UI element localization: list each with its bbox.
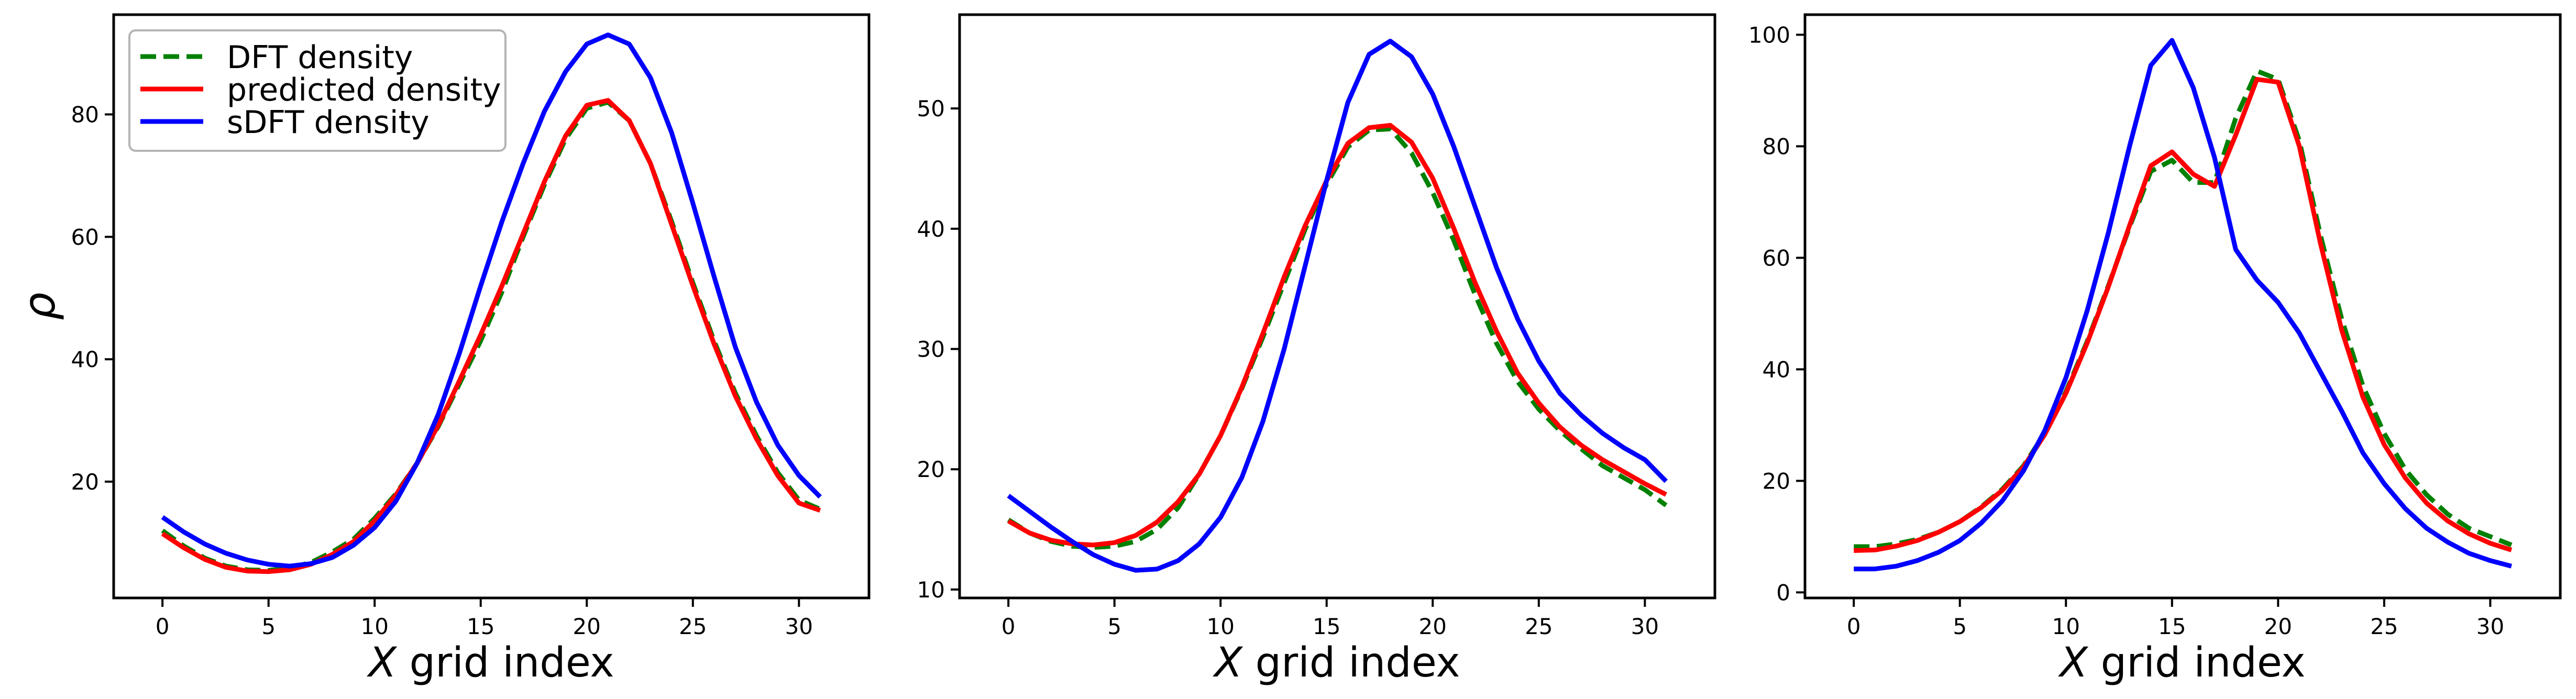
panel-1-xtick-label: 15 — [467, 614, 494, 639]
panel-2-yticks: 10 20 30 40 50 — [917, 96, 960, 603]
panel-2-xlabel-var: X — [1212, 639, 1243, 686]
panel-2-xlabel: X grid index — [1212, 639, 1460, 686]
panel-3-yticks: 0 20 40 60 80 100 — [1748, 22, 1805, 605]
panel-2-ytick-label: 40 — [917, 216, 945, 242]
panel-3-frame — [1803, 13, 2562, 600]
panel-3-ytick-label: 100 — [1748, 22, 1790, 48]
panel-2-xtick-label: 5 — [1107, 614, 1121, 639]
panel-1-xtick-label: 20 — [573, 614, 601, 639]
panel-2-xtick-label: 15 — [1313, 614, 1340, 639]
panel-3-ytick-label: 20 — [1763, 468, 1790, 494]
panel-1-xlabel: X grid index — [366, 639, 614, 686]
panel-3-series-sdft — [1854, 38, 2512, 572]
panel-3-xtick-label: 20 — [2264, 614, 2292, 639]
panel-1-ytick-label: 80 — [71, 102, 99, 128]
panel-3-xtick-label: 5 — [1953, 614, 1967, 639]
panel-1-ytick-label: 40 — [71, 347, 99, 372]
panel-1-xtick-label: 25 — [679, 614, 707, 639]
panel-1-xlabel-var: X — [366, 639, 397, 686]
panel-3-ytick-label: 0 — [1776, 580, 1790, 605]
panel-1-xticks: 0 5 10 15 20 25 30 — [156, 598, 813, 639]
panel-1-ytick-label: 60 — [71, 224, 99, 250]
panel-1-xtick-label: 10 — [360, 614, 388, 639]
panel-3-series-dft — [1854, 69, 2513, 549]
panel-2-series-predicted — [1007, 123, 1667, 548]
panel-1-lines — [161, 32, 822, 574]
panel-1-ytick-label: 20 — [71, 469, 99, 495]
panel-3-xlabel: X grid index — [2057, 639, 2305, 686]
panel-3-xticks: 0 5 10 15 20 25 30 — [1847, 598, 2504, 639]
panel-2-lines — [1007, 39, 1668, 573]
panel-2-ytick-label: 10 — [917, 577, 945, 603]
panel-1-ylabel: ρ — [14, 292, 65, 320]
panel-3: 0 5 10 15 20 25 30 0 20 40 60 80 100 X grid index — [1748, 13, 2562, 686]
panel-3-ytick-label: 40 — [1763, 357, 1790, 382]
panel-3-xtick-label: 25 — [2370, 614, 2398, 639]
panel-1-xtick-label: 30 — [785, 614, 813, 639]
panel-2-ytick-label: 20 — [917, 457, 945, 482]
panel-3-lines — [1854, 38, 2513, 572]
panel-1-xtick-label: 5 — [261, 614, 276, 639]
panel-3-xlabel-rest: grid index — [2088, 639, 2306, 686]
panel-2-ytick-label: 50 — [917, 96, 945, 121]
legend-box — [128, 29, 507, 152]
panel-2-ytick-label: 30 — [917, 337, 945, 362]
panel-2-xtick-label: 25 — [1525, 614, 1553, 639]
panel-1-series-sdft — [161, 32, 822, 569]
panel-2-xtick-label: 30 — [1631, 614, 1659, 639]
panel-3-xtick-label: 0 — [1847, 614, 1861, 639]
panel-3-series-predicted — [1854, 77, 2513, 553]
panel-3-ytick-label: 60 — [1763, 245, 1790, 271]
panel-2-series-sdft — [1007, 39, 1668, 573]
panel-3-xtick-label: 30 — [2476, 614, 2504, 639]
panel-1: 0 5 10 15 20 25 30 20 40 60 80 X grid index ρ DFT… — [14, 13, 871, 686]
panel-3-xtick-label: 10 — [2052, 614, 2079, 639]
panel-2-xtick-label: 0 — [1001, 614, 1016, 639]
panel-2-xtick-label: 10 — [1206, 614, 1234, 639]
panel-1-series-predicted — [161, 98, 821, 574]
panel-3-ytick-label: 80 — [1763, 134, 1790, 159]
panel-3-xtick-label: 15 — [2158, 614, 2186, 639]
legend-label-predicted: predicted density — [227, 72, 501, 108]
panel-2-xticks: 0 5 10 15 20 25 30 — [1001, 598, 1659, 639]
panel-2-xlabel-rest: grid index — [1242, 639, 1460, 686]
legend-label-sdft: sDFT density — [227, 104, 430, 141]
panel-1-frame — [112, 13, 871, 600]
panel-2-xtick-label: 20 — [1419, 614, 1447, 639]
panel-2-frame — [958, 13, 1716, 600]
panel-1-xlabel-rest: grid index — [397, 639, 614, 686]
panel-1-yticks: 20 40 60 80 — [71, 102, 114, 495]
panel-1-xtick-label: 0 — [156, 614, 170, 639]
panel-2: 0 5 10 15 20 25 30 10 20 30 40 50 X grid index — [917, 13, 1716, 686]
panel-3-xlabel-var: X — [2057, 639, 2088, 686]
legend: DFT density predicted density sDFT densi… — [128, 29, 507, 152]
legend-label-dft: DFT density — [227, 39, 413, 76]
